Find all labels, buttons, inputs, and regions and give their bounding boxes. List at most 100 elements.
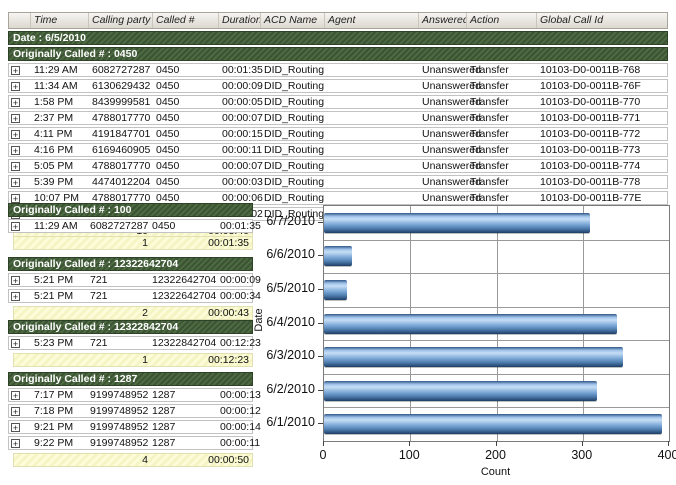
- table-row[interactable]: +7:17 PM 9199748952 1287 00:00:13: [8, 388, 261, 402]
- cell-global-call-id: 10103-D0-0011B-770: [540, 96, 641, 108]
- date-group-header[interactable]: Date : 6/5/2010: [8, 31, 668, 45]
- group-header-0450[interactable]: Originally Called # : 0450: [8, 47, 668, 61]
- cell-duration: 00:00:09: [220, 274, 261, 286]
- table-row[interactable]: +5:39 PM 4474012204 0450 00:00:03 DID_Routin…: [8, 175, 668, 189]
- x-axis-tick-label: 400: [657, 448, 676, 462]
- cell-action: Transfer: [470, 192, 509, 204]
- table-row[interactable]: +9:21 PM 9199748952 1287 00:00:14: [8, 420, 261, 434]
- cell-duration: 00:00:07: [222, 112, 263, 124]
- expander-cell: +: [9, 64, 31, 76]
- table-row[interactable]: +10:07 PM 4788017770 0450 00:00:06 DID_Routi…: [8, 191, 668, 205]
- cell-calling-party: 721: [90, 290, 108, 302]
- axis-tick: [495, 441, 497, 446]
- cell-global-call-id: 10103-D0-0011B-772: [540, 128, 641, 140]
- summary-spacer: [14, 307, 36, 319]
- group-table-12322842704: Originally Called # : 12322842704 +5:23 P…: [8, 320, 261, 367]
- cell-duration: 00:00:11: [220, 437, 261, 449]
- expand-icon[interactable]: +: [11, 193, 20, 204]
- expand-icon[interactable]: +: [11, 422, 20, 433]
- table-row[interactable]: +4:16 PM 6169460905 0450 00:00:11 DID_Routin…: [8, 143, 668, 157]
- expand-icon[interactable]: +: [11, 177, 20, 188]
- column-header-calling-party[interactable]: Calling party #: [89, 13, 153, 28]
- column-header-global-call-id[interactable]: Global Call Id: [540, 14, 604, 26]
- expander-cell: +: [9, 144, 31, 156]
- expand-icon[interactable]: +: [11, 65, 20, 76]
- column-header-agent[interactable]: Agent: [325, 13, 419, 28]
- cell-duration: 00:00:15: [222, 128, 263, 140]
- cell-agent: [325, 64, 419, 76]
- axis-tick: [318, 322, 323, 324]
- call-report-table: Time Calling party # Called # Duration ACD N…: [8, 12, 668, 238]
- table-row[interactable]: +2:37 PM 4788017770 0450 00:00:07 DID_Routin…: [8, 111, 668, 125]
- column-header-acd-name[interactable]: ACD Name: [261, 13, 325, 28]
- cell-calling-party: 9199748952: [90, 437, 149, 449]
- summary-spacer: [14, 354, 36, 366]
- summary-count: 1: [142, 354, 148, 366]
- table-row[interactable]: +7:18 PM 9199748952 1287 00:00:12: [8, 404, 261, 418]
- column-header-expander[interactable]: [9, 13, 31, 28]
- expand-icon[interactable]: +: [11, 275, 20, 286]
- table-row[interactable]: +11:29 AM 6082727287 0450 00:01:35 DID_Routi…: [8, 63, 668, 77]
- y-axis-tick-label: 6/1/2010: [266, 415, 315, 430]
- cell-time: 7:17 PM: [34, 389, 74, 401]
- column-header-action[interactable]: Action: [467, 13, 537, 28]
- axis-tick: [318, 255, 323, 257]
- cell-answered: Unanswered: [422, 64, 481, 76]
- cell-duration: 00:01:35: [222, 64, 263, 76]
- cell-called: 0450: [152, 220, 176, 232]
- table-row[interactable]: +5:23 PM 721 12322842704 00:12:23: [8, 336, 261, 350]
- column-header-time[interactable]: Time: [31, 13, 89, 28]
- cell-time: 5:21 PM: [34, 274, 74, 286]
- group-header[interactable]: Originally Called # : 12322842704: [8, 320, 253, 334]
- column-header-duration[interactable]: Duration: [219, 13, 261, 28]
- axis-tick: [318, 389, 323, 391]
- expand-icon[interactable]: +: [11, 291, 20, 302]
- table-row[interactable]: +5:05 PM 4788017770 0450 00:00:07 DID_Routin…: [8, 159, 668, 173]
- column-header-answered[interactable]: Answered: [419, 13, 467, 28]
- cell-agent: [325, 176, 419, 188]
- table-row[interactable]: +9:22 PM 9199748952 1287 00:00:11: [8, 436, 260, 450]
- table-row[interactable]: +4:11 PM 4191847701 0450 00:00:15 DID_Routin…: [8, 127, 668, 141]
- expand-icon[interactable]: +: [11, 438, 20, 449]
- group-summary-row: 4 00:00:50: [13, 453, 253, 467]
- y-axis-tick-label: 6/4/2010: [266, 314, 315, 329]
- group-header[interactable]: Originally Called # : 12322642704: [8, 257, 253, 271]
- cell-answered: Unanswered: [422, 160, 481, 172]
- expand-icon[interactable]: +: [11, 113, 20, 124]
- chart-grid-line: [324, 273, 669, 275]
- column-header-called[interactable]: Called #: [153, 13, 219, 28]
- cell-calling-party: 4788017770: [92, 112, 151, 124]
- expand-icon[interactable]: +: [11, 97, 20, 108]
- cell-acd-name: DID_Routing: [264, 80, 325, 92]
- expand-icon[interactable]: +: [11, 81, 20, 92]
- cell-called: 0450: [156, 160, 180, 172]
- cell-calling-party: 9199748952: [90, 405, 149, 417]
- summary-count: 1: [142, 237, 148, 249]
- cell-acd-name: DID_Routing: [264, 192, 325, 204]
- table-row[interactable]: +1:58 PM 8439999581 0450 00:00:05 DID_Routin…: [8, 95, 668, 109]
- cell-answered: Unanswered: [422, 192, 481, 204]
- cell-global-call-id: 10103-D0-0011B-771: [540, 112, 641, 124]
- group-header[interactable]: Originally Called # : 100: [8, 203, 253, 217]
- group-header[interactable]: Originally Called # : 1287: [8, 372, 253, 386]
- cell-acd-name: DID_Routing: [264, 128, 325, 140]
- table-row[interactable]: +5:21 PM 721 12322642704 00:00:34: [8, 289, 261, 303]
- summary-spacer: [36, 237, 94, 249]
- cell-duration: 00:00:05: [222, 96, 263, 108]
- expand-icon[interactable]: +: [11, 221, 20, 232]
- table-row[interactable]: +11:34 AM 6130629432 0450 00:00:09 DID_Routi…: [8, 79, 668, 93]
- cell-time: 2:37 PM: [34, 112, 74, 124]
- summary-spacer: [150, 354, 200, 366]
- expander-cell: +: [9, 220, 31, 232]
- cell-calling-party: 4474012204: [92, 176, 151, 188]
- expand-icon[interactable]: +: [11, 145, 20, 156]
- cell-calling-party: 6082727287: [92, 64, 151, 76]
- expand-icon[interactable]: +: [11, 338, 20, 349]
- table-row[interactable]: +11:29 AM 6082727287 0450 00:01:35: [8, 219, 261, 233]
- expand-icon[interactable]: +: [11, 129, 20, 140]
- expander-cell: +: [9, 274, 31, 286]
- expand-icon[interactable]: +: [11, 406, 20, 417]
- expand-icon[interactable]: +: [11, 161, 20, 172]
- table-row[interactable]: +5:21 PM 721 12322642704 00:00:09: [8, 273, 261, 287]
- expand-icon[interactable]: +: [11, 390, 20, 401]
